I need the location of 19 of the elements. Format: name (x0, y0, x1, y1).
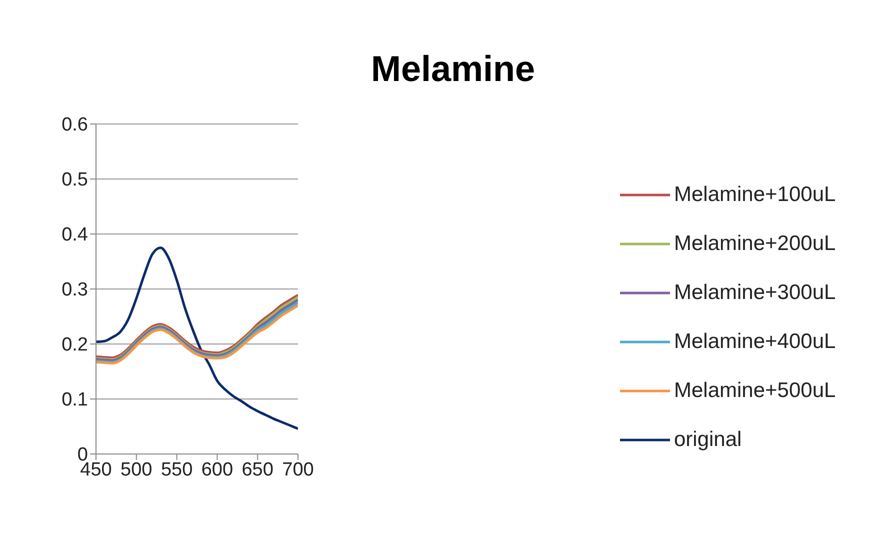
x-tick-label: 600 (201, 459, 234, 480)
legend-label: original (674, 428, 742, 452)
x-tick-label: 650 (242, 459, 274, 480)
y-tick-label: 0.3 (62, 280, 88, 301)
y-tick-label: 0.2 (62, 334, 88, 356)
line-series (96, 246, 298, 430)
legend-label: Melamine+200uL (674, 232, 836, 256)
x-tick-label: 550 (160, 459, 193, 480)
y-tick-label: 0.4 (62, 224, 88, 246)
y-tick-label: 0.5 (62, 170, 88, 191)
x-tick-label: 700 (282, 459, 314, 480)
legend-label: Melamine+400uL (674, 330, 836, 354)
y-tick-label: 0.1 (62, 390, 88, 411)
legend-label: Melamine+300uL (674, 280, 836, 304)
y-tick-label: 0.6 (62, 114, 88, 136)
x-tick-label: 500 (120, 459, 152, 480)
legend-label: Melamine+100uL (674, 182, 836, 206)
legend-label: Melamine+500uL (674, 378, 836, 402)
text: Melamine (370, 48, 536, 90)
